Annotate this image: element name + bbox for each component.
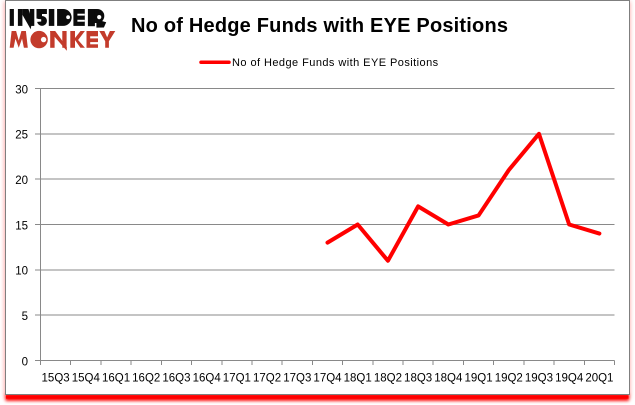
svg-text:25: 25 bbox=[15, 130, 28, 142]
svg-text:No of Hedge Funds with EYE Pos: No of Hedge Funds with EYE Positions bbox=[131, 15, 508, 37]
svg-text:17Q1: 17Q1 bbox=[223, 373, 251, 385]
svg-text:18Q2: 18Q2 bbox=[374, 373, 402, 385]
svg-text:16Q4: 16Q4 bbox=[193, 373, 222, 385]
svg-text:No of Hedge Funds with EYE Pos: No of Hedge Funds with EYE Positions bbox=[232, 57, 439, 69]
svg-text:17Q3: 17Q3 bbox=[283, 373, 311, 385]
svg-text:18Q4: 18Q4 bbox=[434, 373, 463, 385]
svg-text:20Q1: 20Q1 bbox=[585, 373, 613, 385]
svg-text:0: 0 bbox=[22, 356, 28, 368]
svg-text:15Q4: 15Q4 bbox=[72, 373, 101, 385]
svg-text:16Q3: 16Q3 bbox=[162, 373, 190, 385]
svg-text:18Q3: 18Q3 bbox=[404, 373, 432, 385]
svg-text:18Q1: 18Q1 bbox=[344, 373, 372, 385]
svg-text:19Q4: 19Q4 bbox=[555, 373, 584, 385]
svg-text:10: 10 bbox=[15, 266, 28, 278]
svg-text:17Q4: 17Q4 bbox=[313, 373, 342, 385]
svg-text:15: 15 bbox=[15, 220, 28, 232]
svg-text:19Q1: 19Q1 bbox=[464, 373, 492, 385]
svg-text:5: 5 bbox=[22, 311, 28, 323]
svg-text:20: 20 bbox=[15, 175, 28, 187]
svg-text:16Q2: 16Q2 bbox=[132, 373, 160, 385]
svg-text:17Q2: 17Q2 bbox=[253, 373, 281, 385]
svg-text:30: 30 bbox=[15, 84, 28, 96]
svg-text:16Q1: 16Q1 bbox=[102, 373, 130, 385]
svg-text:19Q2: 19Q2 bbox=[495, 373, 523, 385]
svg-text:15Q3: 15Q3 bbox=[42, 373, 70, 385]
svg-text:19Q3: 19Q3 bbox=[525, 373, 553, 385]
